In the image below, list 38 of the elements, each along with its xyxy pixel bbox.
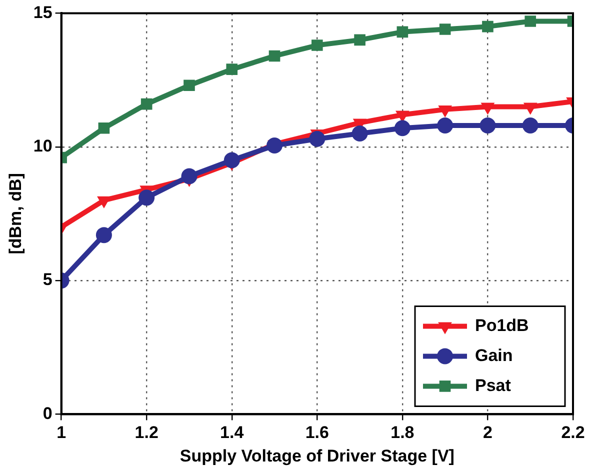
point [522, 117, 538, 134]
legend-label: Gain [475, 346, 513, 365]
y-tick-label: 15 [33, 2, 52, 22]
point [138, 190, 155, 206]
point [354, 34, 366, 46]
x-tick-label: 1.2 [134, 423, 158, 442]
x-tick-label: 1.6 [305, 423, 329, 442]
point [224, 152, 240, 168]
point [266, 138, 283, 154]
legend-label: Po1dB [475, 316, 529, 335]
point [439, 24, 451, 35]
point [352, 126, 368, 142]
x-axis-title: Supply Voltage of Driver Stage [V] [180, 446, 454, 466]
y-tick-label: 10 [33, 136, 52, 156]
x-tick-label: 1 [56, 423, 66, 442]
legend-label: Psat [475, 376, 512, 395]
y-axis-title: [dBm, dB] [6, 173, 25, 254]
point [482, 20, 494, 32]
point [98, 122, 110, 134]
point [309, 130, 326, 147]
point [524, 16, 536, 27]
x-tick-label: 2 [482, 423, 492, 442]
point [140, 98, 152, 110]
y-tick-label: 0 [42, 404, 52, 423]
y-tick-label: 5 [42, 270, 52, 290]
point [268, 50, 280, 62]
x-tick-label: 1.8 [390, 423, 414, 442]
point [480, 117, 496, 134]
point [181, 168, 198, 184]
point [184, 80, 195, 92]
point [437, 117, 454, 134]
x-tick-label: 1.4 [220, 423, 244, 442]
x-tick-label: 2.2 [561, 423, 585, 442]
point [226, 64, 238, 75]
point [96, 227, 112, 244]
point [396, 26, 408, 38]
point [394, 120, 410, 136]
point [312, 40, 323, 51]
